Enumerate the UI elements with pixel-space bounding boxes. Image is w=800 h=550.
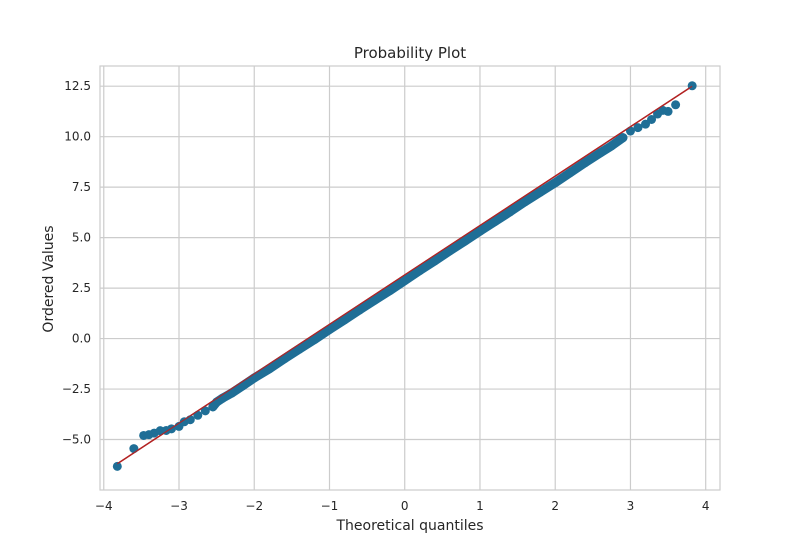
data-point (663, 106, 673, 116)
y-tick-label: 0.0 (72, 332, 91, 346)
x-axis-ticks: −4 −3 −2 −1 0 1 2 3 4 (95, 499, 710, 513)
data-point (309, 335, 319, 345)
data-point (294, 344, 304, 354)
data-point (385, 286, 395, 296)
x-axis-label: Theoretical quantiles (335, 518, 483, 534)
data-point (595, 148, 605, 158)
y-tick-label: 7.5 (72, 180, 91, 194)
data-point (415, 266, 425, 276)
data-point (490, 216, 500, 226)
x-tick-label: 0 (401, 499, 409, 513)
data-point (565, 168, 575, 178)
y-tick-label: −2.5 (62, 382, 91, 396)
y-tick-label: −5.0 (62, 433, 91, 447)
chart-title: Probability Plot (354, 44, 466, 62)
data-point (324, 324, 334, 334)
x-tick-label: −2 (245, 499, 263, 513)
x-tick-label: −3 (170, 499, 188, 513)
data-point (535, 187, 545, 197)
data-point (550, 178, 560, 188)
scatter-points (112, 81, 697, 471)
y-tick-label: 2.5 (72, 281, 91, 295)
x-tick-label: 3 (627, 499, 635, 513)
y-tick-label: 10.0 (64, 130, 91, 144)
data-point (370, 295, 380, 305)
data-point (227, 388, 237, 398)
data-point (671, 100, 681, 110)
x-tick-label: 2 (551, 499, 559, 513)
data-point (193, 410, 203, 420)
y-axis-ticks: −5.0 −2.5 0.0 2.5 5.0 7.5 10.0 12.5 (62, 79, 91, 446)
data-point (618, 133, 628, 143)
fit-line-overlay (116, 85, 693, 465)
data-point (460, 236, 470, 246)
x-tick-label: −4 (95, 499, 113, 513)
data-point (430, 256, 440, 266)
data-point (129, 444, 139, 454)
y-tick-label: 5.0 (72, 231, 91, 245)
y-axis-label: Ordered Values (41, 225, 57, 332)
data-point (520, 197, 530, 207)
data-point (647, 115, 657, 125)
data-point (475, 226, 485, 236)
data-point (340, 315, 350, 325)
data-point (200, 406, 210, 416)
data-point (505, 207, 515, 217)
data-point (607, 141, 617, 151)
plot-frame (99, 65, 721, 491)
x-tick-label: 4 (702, 499, 710, 513)
data-point (355, 305, 365, 315)
data-point (112, 461, 122, 471)
x-tick-label: 1 (476, 499, 484, 513)
y-tick-label: 12.5 (64, 79, 91, 93)
data-point (400, 276, 410, 286)
x-tick-label: −1 (321, 499, 339, 513)
data-point (279, 354, 289, 364)
data-point (249, 373, 259, 383)
data-point (185, 415, 195, 425)
data-point (445, 246, 455, 256)
data-point (633, 123, 643, 133)
data-point (238, 381, 248, 391)
data-point (580, 158, 590, 168)
data-point (264, 364, 274, 374)
